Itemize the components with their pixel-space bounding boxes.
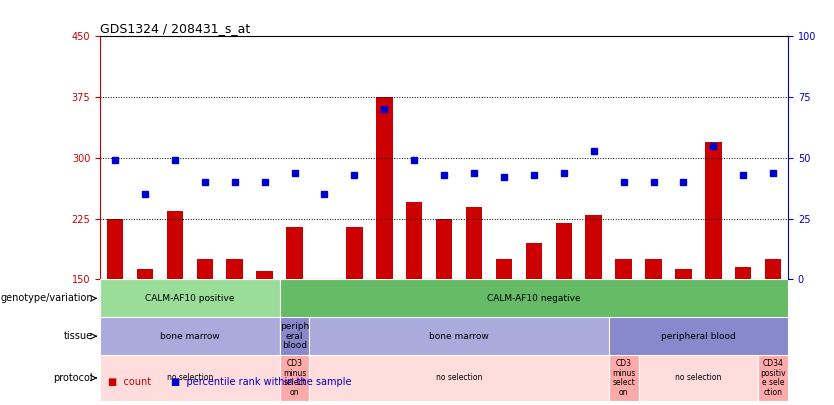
- Text: bone marrow: bone marrow: [430, 332, 489, 341]
- Bar: [309, 355, 609, 401]
- Text: bone marrow: bone marrow: [160, 332, 219, 341]
- Text: peripheral blood: peripheral blood: [661, 332, 736, 341]
- Bar: [758, 355, 788, 401]
- Text: GDS1324 / 208431_s_at: GDS1324 / 208431_s_at: [100, 22, 250, 35]
- Text: genotype/variation: genotype/variation: [1, 293, 93, 303]
- Bar: [676, 269, 691, 279]
- Text: ■  percentile rank within the sample: ■ percentile rank within the sample: [171, 377, 351, 387]
- Bar: [639, 355, 758, 401]
- Bar: [197, 259, 213, 279]
- Bar: [495, 259, 512, 279]
- Bar: [137, 269, 153, 279]
- Bar: [279, 317, 309, 355]
- Bar: [100, 355, 279, 401]
- Bar: [525, 243, 542, 279]
- Text: no selection: no selection: [167, 373, 213, 382]
- Bar: [466, 207, 482, 279]
- Text: periph
eral
blood: periph eral blood: [280, 322, 309, 350]
- Text: protocol: protocol: [53, 373, 93, 383]
- Bar: [615, 259, 632, 279]
- Text: CD3
minus
select
on: CD3 minus select on: [283, 359, 306, 397]
- Bar: [436, 219, 452, 279]
- Bar: [376, 97, 393, 279]
- Bar: [286, 227, 303, 279]
- Bar: [227, 259, 243, 279]
- Bar: [107, 219, 123, 279]
- Text: CD34
positiv
e sele
ction: CD34 positiv e sele ction: [761, 359, 786, 397]
- Bar: [100, 317, 279, 355]
- Text: CALM-AF10 positive: CALM-AF10 positive: [145, 294, 234, 303]
- Bar: [309, 317, 609, 355]
- Bar: [167, 211, 183, 279]
- Bar: [609, 355, 639, 401]
- Bar: [279, 279, 788, 317]
- Bar: [279, 355, 309, 401]
- Bar: [346, 227, 363, 279]
- Bar: [555, 223, 572, 279]
- Text: CALM-AF10 negative: CALM-AF10 negative: [487, 294, 580, 303]
- Bar: [609, 317, 788, 355]
- Bar: [316, 279, 333, 281]
- Text: CD3
minus
select
on: CD3 minus select on: [612, 359, 636, 397]
- Text: no selection: no selection: [436, 373, 482, 382]
- Bar: [705, 142, 721, 279]
- Bar: [585, 215, 602, 279]
- Text: ■  count: ■ count: [108, 377, 152, 387]
- Bar: [646, 259, 661, 279]
- Bar: [406, 202, 422, 279]
- Text: no selection: no selection: [676, 373, 721, 382]
- Bar: [100, 279, 279, 317]
- Bar: [735, 267, 751, 279]
- Text: tissue: tissue: [64, 331, 93, 341]
- Bar: [765, 259, 781, 279]
- Bar: [256, 271, 273, 279]
